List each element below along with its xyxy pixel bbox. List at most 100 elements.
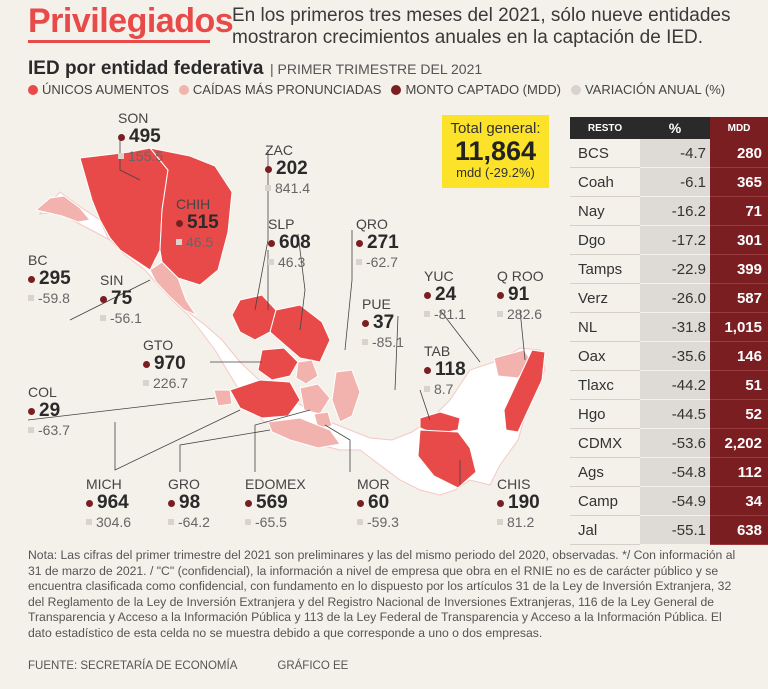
resto-state: Oax xyxy=(570,341,640,371)
state-variacion-value: 226.7 xyxy=(153,375,189,391)
resto-header-row: RESTO % MDD xyxy=(570,117,768,139)
state-monto: 569 xyxy=(245,492,306,514)
state-label-pue: PUE 37 -85.1 xyxy=(362,296,404,350)
state-label-bc: BC 295 -59.8 xyxy=(28,252,71,306)
variacion-square-icon xyxy=(176,239,182,245)
resto-state: Tamps xyxy=(570,254,640,284)
total-box: Total general: 11,864 mdd (-29.2%) xyxy=(442,115,549,188)
state-name: ZAC xyxy=(265,142,293,158)
state-monto-value: 98 xyxy=(179,492,201,513)
variacion-square-icon xyxy=(168,519,174,525)
variacion-square-icon xyxy=(245,519,251,525)
legend-dot-icon xyxy=(570,84,581,95)
state-son xyxy=(79,147,169,271)
variacion-square-icon xyxy=(424,311,430,317)
table-row: Camp -54.9 34 xyxy=(570,486,768,516)
total-label: Total general: xyxy=(450,120,541,137)
monto-dot-icon xyxy=(265,165,272,173)
state-variacion: -56.1 xyxy=(100,310,142,326)
state-sin xyxy=(149,261,198,317)
monto-dot-icon xyxy=(245,499,252,507)
table-row: Hgo -44.5 52 xyxy=(570,399,768,429)
state-label-chih: CHIH 515 46.5 xyxy=(176,196,219,250)
state-variacion-value: -59.8 xyxy=(38,290,70,306)
monto-dot-icon xyxy=(143,360,150,368)
legend-item-monto: MONTO CAPTADO (MDD) xyxy=(391,82,561,97)
resto-state: Coah xyxy=(570,167,640,197)
state-monto-value: 964 xyxy=(97,492,129,513)
state-variacion: -85.1 xyxy=(362,334,404,350)
resto-state: Dgo xyxy=(570,225,640,255)
monto-dot-icon xyxy=(357,499,364,507)
state-monto-value: 29 xyxy=(39,400,61,421)
state-variacion: -63.7 xyxy=(28,422,70,438)
resto-header-name: RESTO xyxy=(570,117,640,139)
variacion-square-icon xyxy=(424,386,430,392)
state-variacion: -81.1 xyxy=(424,306,466,322)
resto-mdd: 51 xyxy=(710,370,768,400)
legend-label: VARIACIÓN ANUAL (%) xyxy=(584,82,726,97)
state-monto: 37 xyxy=(362,312,404,334)
legend-item-caidas: CAÍDAS MÁS PRONUNCIADAS xyxy=(178,82,381,97)
variacion-square-icon xyxy=(28,295,34,301)
state-name: COL xyxy=(28,384,57,400)
state-name: CHIS xyxy=(497,476,531,492)
state-variacion: 304.6 xyxy=(86,514,131,530)
monto-dot-icon xyxy=(176,219,183,227)
state-mich xyxy=(229,379,301,419)
state-monto-value: 118 xyxy=(435,359,466,380)
state-variacion-value: 46.5 xyxy=(186,234,214,250)
resto-state: Camp xyxy=(570,486,640,516)
monto-dot-icon xyxy=(356,239,363,247)
state-pue xyxy=(331,369,361,423)
state-monto-value: 75 xyxy=(111,288,133,309)
state-name: YUC xyxy=(424,268,454,284)
resto-pct: -6.1 xyxy=(640,167,710,197)
monto-dot-icon xyxy=(118,133,125,141)
state-variacion: -59.8 xyxy=(28,290,71,306)
resto-mdd: 52 xyxy=(710,399,768,429)
source: FUENTE: SECRETARÍA DE ECONOMÍA xyxy=(28,660,238,672)
variacion-square-icon xyxy=(497,311,503,317)
resto-state: NL xyxy=(570,312,640,342)
resto-pct: -44.2 xyxy=(640,370,710,400)
state-name: CHIH xyxy=(176,196,211,212)
state-monto: 515 xyxy=(176,212,219,234)
resto-pct: -4.7 xyxy=(640,139,710,168)
resto-pct: -55.1 xyxy=(640,515,710,545)
state-name: TAB xyxy=(424,343,451,359)
state-variacion: 282.6 xyxy=(497,306,544,322)
legend-item-variacion: VARIACIÓN ANUAL (%) xyxy=(570,82,726,97)
resto-mdd: 587 xyxy=(710,283,768,313)
state-monto-value: 24 xyxy=(435,284,457,305)
resto-header-mdd: MDD xyxy=(710,117,768,139)
state-name: MOR xyxy=(357,476,390,492)
resto-state: Hgo xyxy=(570,399,640,429)
monto-dot-icon xyxy=(497,291,504,299)
state-monto-value: 60 xyxy=(368,492,390,513)
table-row: Coah -6.1 365 xyxy=(570,167,768,197)
monto-dot-icon xyxy=(497,499,504,507)
resto-mdd: 638 xyxy=(710,515,768,545)
state-zac xyxy=(231,294,277,341)
state-name: Q ROO xyxy=(497,268,544,284)
monto-dot-icon xyxy=(268,239,275,247)
variacion-square-icon xyxy=(357,519,363,525)
state-name: EDOMEX xyxy=(245,476,306,492)
legend-dot-icon xyxy=(391,84,402,95)
resto-pct: -54.9 xyxy=(640,486,710,516)
state-variacion-value: -65.5 xyxy=(255,514,287,530)
resto-mdd: 2,202 xyxy=(710,428,768,458)
state-monto-value: 970 xyxy=(154,353,186,374)
state-variacion-value: -62.7 xyxy=(366,254,398,270)
resto-state: Tlaxc xyxy=(570,370,640,400)
title-underline xyxy=(28,40,210,43)
monto-dot-icon xyxy=(86,499,93,507)
monto-dot-icon xyxy=(28,275,35,283)
state-variacion: -62.7 xyxy=(356,254,399,270)
variacion-square-icon xyxy=(362,339,368,345)
table-row: Dgo -17.2 301 xyxy=(570,225,768,255)
state-label-tab: TAB 118 8.7 xyxy=(424,343,466,397)
state-variacion-value: -81.1 xyxy=(434,306,466,322)
